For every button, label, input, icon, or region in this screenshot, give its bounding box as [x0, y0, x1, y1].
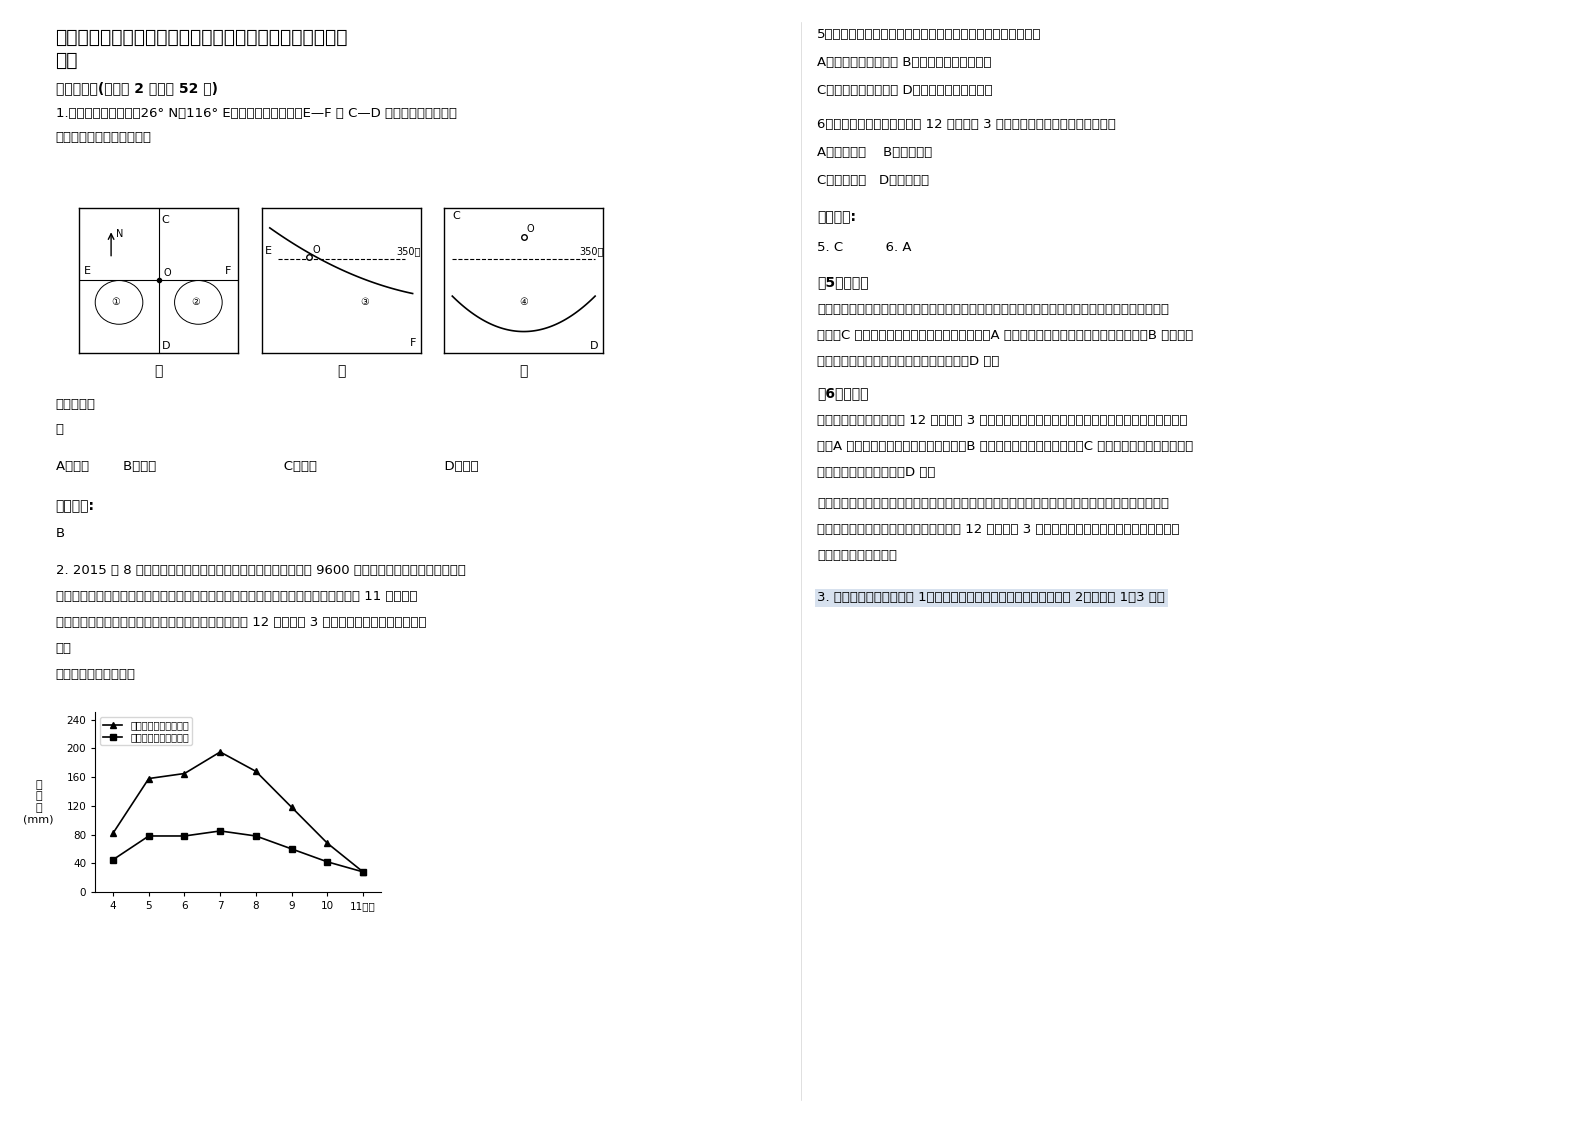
- 无覆盖条件下月蒸发量: [317, 836, 336, 849]
- Text: A．山峰        B．山脊                              C．山谷                              : A．山峰 B．山脊 C．山谷: [56, 460, 478, 473]
- Text: A．库区空气湿度增大 B．促进浮游植物的生长: A．库区空气湿度增大 B．促进浮游植物的生长: [817, 56, 992, 70]
- 有覆盖条件下月蒸发量: [317, 855, 336, 868]
- 无覆盖条件下月蒸发量: [282, 800, 302, 813]
- Text: ③: ③: [360, 297, 370, 307]
- Text: 【5题详解】: 【5题详解】: [817, 275, 870, 288]
- 无覆盖条件下月蒸发量: [103, 827, 122, 840]
- Text: B: B: [56, 527, 65, 541]
- Text: F: F: [409, 338, 416, 348]
- Text: 减少，C 对。蒸发量减小，库区空气湿度降低，A 错。水体温度低，抑制浮游植物的生长，B 错。水库: 减少，C 对。蒸发量减小，库区空气湿度降低，A 错。水体温度低，抑制浮游植物的生…: [817, 329, 1193, 342]
- Text: 1.下图中甲图为某地（26° N，116° E）平面图，沿甲图中E—F 与 C—D 所作的地形剖面，分: 1.下图中甲图为某地（26° N，116° E）平面图，沿甲图中E—F 与 C—…: [56, 107, 457, 120]
- Text: D: D: [590, 341, 598, 351]
- Text: 5．采用塑料球覆盖水面后，水库对周围环境的影响，正确的是: 5．采用塑料球覆盖水面后，水库对周围环境的影响，正确的是: [817, 28, 1041, 42]
- Text: 发，A 错。我国冬季风力强，风速较大，B 错。水质变差不影响蒸发量，C 错。图为我国某地常年有水: 发，A 错。我国冬季风力强，风速较大，B 错。水质变差不影响蒸发量，C 错。图为…: [817, 440, 1193, 453]
- Text: N: N: [116, 230, 124, 239]
- 无覆盖条件下月蒸发量: [354, 865, 373, 879]
- Line: 无覆盖条件下月蒸发量: 无覆盖条件下月蒸发量: [110, 748, 367, 875]
- 有覆盖条件下月蒸发量: [211, 825, 230, 838]
- Y-axis label: 蒸
发
量
(mm): 蒸 发 量 (mm): [24, 780, 54, 825]
- Text: 甲: 甲: [154, 365, 163, 378]
- Text: 丙: 丙: [519, 365, 528, 378]
- Text: 【6题详解】: 【6题详解】: [817, 386, 868, 399]
- Text: 我国冬季风力强，风速快，我国某地水库 12 月至次年 3 月时间段蒸发量极小的原因可能是水面结: 我国冬季风力强，风速快，我国某地水库 12 月至次年 3 月时间段蒸发量极小的原…: [817, 523, 1179, 536]
- Text: 是: 是: [56, 423, 63, 436]
- Text: 350米: 350米: [579, 246, 603, 256]
- Text: O: O: [527, 224, 535, 234]
- 无覆盖条件下月蒸发量: [175, 766, 194, 780]
- Text: ④: ④: [519, 297, 528, 307]
- Text: 蒸发。下图为我国某地常年有水的水库观测数据，其中 12 月至次年 3 月时间段蒸发量极小，观测困: 蒸发。下图为我国某地常年有水的水库观测数据，其中 12 月至次年 3 月时间段蒸…: [56, 616, 425, 629]
- 无覆盖条件下月蒸发量: [211, 745, 230, 758]
- Text: 2. 2015 年 8 月，为了应对持续的旱情，美国洛杉矶当地政府将 9600 万个黑色塑料球投放到洛杉矶水: 2. 2015 年 8 月，为了应对持续的旱情，美国洛杉矶当地政府将 9600 …: [56, 564, 465, 578]
- Text: C．库区云雾天气减少 D．库区气温日较差减小: C．库区云雾天气减少 D．库区气温日较差减小: [817, 84, 993, 98]
- Text: C: C: [162, 215, 170, 224]
- 有覆盖条件下月蒸发量: [140, 829, 159, 843]
- 无覆盖条件下月蒸发量: [140, 772, 159, 785]
- Text: 湖南省怀化市新晃侗族自治县兴隆中学高三地理模拟试卷含: 湖南省怀化市新晃侗族自治县兴隆中学高三地理模拟试卷含: [56, 28, 348, 47]
- 有覆盖条件下月蒸发量: [103, 853, 122, 866]
- Text: 5. C          6. A: 5. C 6. A: [817, 241, 913, 255]
- 有覆盖条件下月蒸发量: [246, 829, 265, 843]
- 有覆盖条件下月蒸发量: [354, 865, 373, 879]
- Text: 乙: 乙: [336, 365, 346, 378]
- Text: ②: ②: [190, 297, 200, 307]
- Text: 一、选择题(每小题 2 分，共 52 分): 一、选择题(每小题 2 分，共 52 分): [56, 81, 217, 94]
- Line: 有覆盖条件下月蒸发量: 有覆盖条件下月蒸发量: [110, 828, 367, 875]
- Text: 读下图完成下列各题。: 读下图完成下列各题。: [56, 668, 135, 681]
- 有覆盖条件下月蒸发量: [282, 843, 302, 856]
- Text: D: D: [162, 340, 170, 350]
- Text: 调节气温功能减弱，库区气温日较差增大，D 错。: 调节气温功能减弱，库区气温日较差增大，D 错。: [817, 355, 1000, 368]
- Text: 难。: 难。: [56, 642, 71, 655]
- Text: 该地的地形: 该地的地形: [56, 398, 95, 412]
- Text: 如图所示，我国某地水库 12 月至次年 3 月时间段蒸发量极小的原因可能是水面结冰，影响水分的蒸: 如图所示，我国某地水库 12 月至次年 3 月时间段蒸发量极小的原因可能是水面结…: [817, 414, 1187, 427]
- Text: 350米: 350米: [397, 246, 421, 256]
- Text: 3. 读南亚地形分布图（图 1）和该地区某城市的气候资料统计图（图 2），完成 1～3 题。: 3. 读南亚地形分布图（图 1）和该地区某城市的气候资料统计图（图 2），完成 …: [817, 591, 1165, 605]
- Text: 6．如图所示，我国某地水库 12 月至次年 3 月时间段蒸发量极小的原因可能是: 6．如图所示，我国某地水库 12 月至次年 3 月时间段蒸发量极小的原因可能是: [817, 118, 1116, 131]
- Text: ①: ①: [111, 297, 121, 307]
- Text: 参考答案:: 参考答案:: [56, 499, 95, 513]
- Text: 别为乙图和丙图。读图回答: 别为乙图和丙图。读图回答: [56, 131, 151, 145]
- Text: E: E: [84, 266, 90, 276]
- Legend: 无覆盖条件下月蒸发量, 有覆盖条件下月蒸发量: 无覆盖条件下月蒸发量, 有覆盖条件下月蒸发量: [100, 717, 192, 745]
- Text: F: F: [225, 266, 232, 276]
- Text: 【点睛】采用塑料球覆盖水面后，水库的蒸发量减小，水库对周围环境的影响是库区云雾天气减少。: 【点睛】采用塑料球覆盖水面后，水库的蒸发量减小，水库对周围环境的影响是库区云雾天…: [817, 497, 1170, 511]
- Text: 冰，影响水分的蒸发。: 冰，影响水分的蒸发。: [817, 549, 897, 562]
- Text: O: O: [163, 268, 171, 278]
- Text: C: C: [452, 211, 460, 221]
- 有覆盖条件下月蒸发量: [175, 829, 194, 843]
- Text: 参考答案:: 参考答案:: [817, 210, 857, 223]
- Text: 解析: 解析: [56, 50, 78, 70]
- Text: A．水面结冰    B．风速减小: A．水面结冰 B．风速减小: [817, 146, 933, 159]
- Text: 的水库，水库没有干涸，D 错。: 的水库，水库没有干涸，D 错。: [817, 466, 936, 479]
- Text: 根据图示曲线，采用塑料球覆盖水面后，水库的蒸发量减小，水库对周围环境的影响是库区云雾天气: 根据图示曲线，采用塑料球覆盖水面后，水库的蒸发量减小，水库对周围环境的影响是库区…: [817, 303, 1170, 316]
- Text: 库，以遮蔽阳光照射，防止水分蒸发。通过这项物理覆盖技术，洛杉矶水库每年减少了 11 亿升水的: 库，以遮蔽阳光照射，防止水分蒸发。通过这项物理覆盖技术，洛杉矶水库每年减少了 1…: [56, 590, 417, 604]
- 无覆盖条件下月蒸发量: [246, 764, 265, 778]
- Text: O: O: [313, 245, 321, 255]
- Text: C．水质变差   D．水库干涸: C．水质变差 D．水库干涸: [817, 174, 930, 187]
- Text: E: E: [265, 247, 271, 256]
